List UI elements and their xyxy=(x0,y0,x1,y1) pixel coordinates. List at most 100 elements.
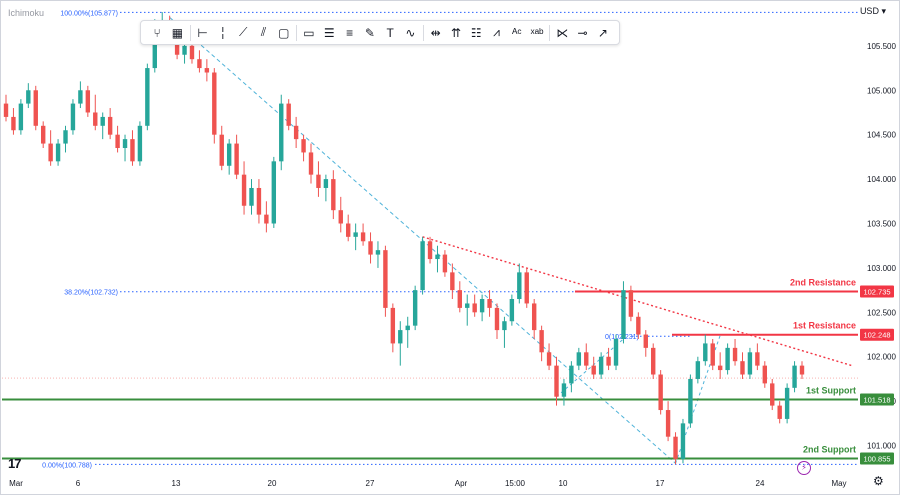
candle-body xyxy=(524,272,529,304)
candle-body xyxy=(226,143,232,166)
candle-body xyxy=(703,343,708,362)
candle-body xyxy=(368,241,373,255)
grid-icon[interactable]: ▦ xyxy=(171,25,184,40)
candle-body xyxy=(695,361,701,379)
candle-body xyxy=(78,90,83,104)
fib-extension-icon[interactable]: ≡ xyxy=(346,25,354,40)
rectangle-icon[interactable]: ▢ xyxy=(278,25,290,40)
candle-body xyxy=(472,303,477,313)
price-tag-badge xyxy=(860,328,894,341)
brush-icon[interactable]: ✎ xyxy=(364,25,375,40)
dotted-resistance-trend-line xyxy=(422,236,853,367)
price-note-icon[interactable]: ⊸ xyxy=(577,25,588,40)
candle-body xyxy=(569,365,574,384)
x-tick-label: Apr xyxy=(455,479,468,488)
candle-body xyxy=(346,223,351,237)
candle-body xyxy=(26,90,31,104)
candle-body xyxy=(145,68,150,126)
fib-level-label: 38.20%(102.732) xyxy=(64,290,118,297)
candle-body xyxy=(390,307,396,344)
currency-selector[interactable]: USD ▾ xyxy=(860,6,886,17)
x-tick-label: 10 xyxy=(559,479,568,488)
y-tick-label: 104.500 xyxy=(867,131,896,140)
trend-line-icon[interactable]: ⟋ xyxy=(239,25,248,39)
gear-icon[interactable]: ⚙ xyxy=(873,474,884,488)
text-icon[interactable]: T xyxy=(386,25,394,40)
x-tick-label: Mar xyxy=(9,479,23,488)
level-name-label: 2nd Support xyxy=(803,444,856,454)
candle-body xyxy=(658,374,663,411)
candle-body xyxy=(651,347,656,375)
long-position-icon[interactable]: ⇈ xyxy=(450,25,461,40)
candle-body xyxy=(241,174,247,206)
vertical-line-icon[interactable]: ╎ xyxy=(219,25,227,40)
toolbar-separator xyxy=(422,24,424,41)
horizontal-line-icon[interactable]: ⊢ xyxy=(197,25,208,40)
dashed-swing-line xyxy=(556,338,624,398)
candle-body xyxy=(100,116,105,126)
price-tag-label: 102.248 xyxy=(863,331,890,340)
price-tag-badge xyxy=(860,452,894,465)
candle-body xyxy=(598,356,604,375)
candle-body xyxy=(457,290,462,308)
candle-body xyxy=(40,125,46,144)
candle-body xyxy=(115,134,120,149)
x-tick-label: 17 xyxy=(656,479,665,488)
candle-body xyxy=(271,161,277,224)
candle-body xyxy=(256,187,262,215)
toolbar-separator xyxy=(549,24,551,41)
x-tick-label: 6 xyxy=(76,479,81,488)
candle-body xyxy=(747,352,753,375)
candle-body xyxy=(710,343,715,366)
price-tag-label: 100.855 xyxy=(863,454,890,463)
x-tick-label: 24 xyxy=(756,479,765,488)
candle-body xyxy=(427,241,433,260)
candle-body xyxy=(338,210,343,224)
abcd-pattern-icon[interactable]: ᴬᶜ xyxy=(511,25,522,40)
candle-body xyxy=(249,187,254,206)
candle-body xyxy=(33,90,38,126)
candle-body xyxy=(405,325,410,331)
candle-body xyxy=(331,179,336,211)
forecast-icon[interactable]: ☷ xyxy=(470,25,482,40)
candle-body xyxy=(792,365,797,388)
candle-body xyxy=(762,365,768,384)
cursor-fork-icon[interactable]: ⑂ xyxy=(153,25,161,40)
candle-body xyxy=(442,254,448,273)
cypher-pattern-icon[interactable]: ˣᵃᵇ xyxy=(530,25,544,40)
candle-body xyxy=(531,303,537,331)
candle-body xyxy=(770,383,775,406)
tradingview-logo-icon: 17 xyxy=(8,456,22,471)
level-name-label: 1st Resistance xyxy=(793,321,856,331)
parallel-channel-icon[interactable]: ⫽ xyxy=(260,25,267,39)
lightning-icon[interactable]: ⚡ xyxy=(797,461,811,475)
candle-body xyxy=(755,352,760,366)
candle-body xyxy=(502,321,507,331)
candle-body xyxy=(63,130,68,144)
candle-body xyxy=(279,103,284,162)
arrow-icon[interactable]: ↗ xyxy=(597,25,608,40)
candle-body xyxy=(494,307,500,331)
fib-retracement-icon[interactable]: ☰ xyxy=(323,25,335,40)
candle-body xyxy=(383,250,388,308)
candle-body xyxy=(509,299,515,322)
candle-body xyxy=(323,179,329,188)
candle-body xyxy=(301,139,306,153)
candle-body xyxy=(182,45,187,55)
candle-body xyxy=(435,254,440,260)
y-tick-label: 101.000 xyxy=(867,442,896,451)
callout-icon[interactable]: ▭ xyxy=(303,25,315,40)
path-icon[interactable]: ∿ xyxy=(405,25,416,40)
indicator-legend[interactable]: Ichimoku xyxy=(8,8,45,18)
elliott-wave-icon[interactable]: ⩘ xyxy=(493,25,500,39)
candle-body xyxy=(784,387,790,419)
candle-body xyxy=(561,383,567,397)
candle-body xyxy=(584,352,589,366)
candle-body xyxy=(264,214,269,224)
pitchfork-icon[interactable]: ⋉ xyxy=(556,25,569,40)
candle-body xyxy=(286,103,291,126)
price-range-icon[interactable]: ⇹ xyxy=(430,25,441,40)
candle-body xyxy=(219,134,224,166)
candle-body xyxy=(137,125,143,162)
